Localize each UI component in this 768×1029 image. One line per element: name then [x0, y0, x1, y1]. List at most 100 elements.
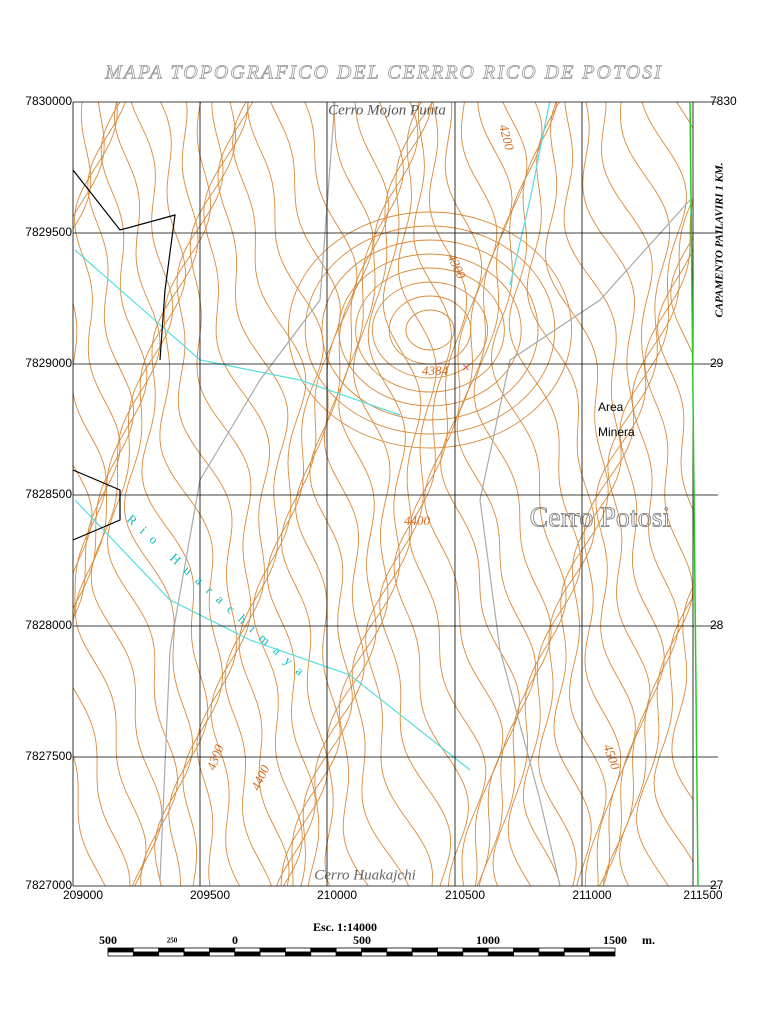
map-title: MAPA TOPOGRAFICO DEL CERRRO RICO DE POTO…	[104, 62, 663, 84]
grid-label: 7827000	[25, 878, 72, 892]
scale-segment	[183, 947, 210, 953]
scale-segment	[589, 947, 616, 953]
side-note: CAPAMENTO PAILAVIRI 1 KM.	[714, 162, 726, 317]
scale-segment	[487, 947, 515, 953]
grid-label: 210500	[445, 888, 485, 902]
scale-segment	[285, 947, 312, 953]
feature-line	[479, 199, 691, 886]
scale-label: 1000	[476, 933, 500, 947]
scale-title: Esc. 1:14000	[313, 920, 377, 934]
contour-line	[388, 295, 472, 365]
grid-label: 7828000	[25, 618, 72, 632]
scale-segment	[411, 947, 438, 953]
place-label: Area	[598, 400, 624, 414]
grid-label: 7830	[710, 94, 737, 108]
scale-segment	[437, 947, 464, 953]
boundary-line	[689, 101, 699, 887]
grid-label: 28	[710, 618, 724, 632]
scale-segment	[259, 951, 286, 957]
contour-line	[371, 281, 489, 379]
contour-label: 4400	[404, 513, 431, 528]
scale-segment	[234, 951, 261, 957]
scale-segment	[538, 947, 565, 953]
feature-line	[509, 102, 551, 286]
place-label: Cerro Huakajchi	[314, 867, 416, 883]
place-label: Minera	[598, 425, 635, 439]
grid-label: 209000	[63, 888, 103, 902]
contour-label: 4300	[445, 251, 470, 281]
scale-unit: m.	[642, 933, 655, 947]
scale-segment	[183, 951, 210, 957]
contour-line	[338, 253, 522, 407]
contour-label: 4384	[422, 363, 449, 378]
scale-segment	[335, 947, 362, 953]
scale-label: 500	[353, 933, 371, 947]
scale-segment	[107, 947, 134, 953]
contour-line	[355, 267, 505, 393]
scale-segment	[462, 947, 489, 953]
scale-segment	[563, 947, 591, 953]
scale-segment	[386, 947, 413, 953]
feature-line	[73, 469, 121, 541]
scale-label: 250	[167, 937, 178, 945]
stream-label: Rio Huarachimaya	[124, 511, 314, 684]
grid: 7830000 7829500 7829000 7828500 7828000 78275…	[25, 94, 737, 902]
grid-label: 7830000	[25, 94, 72, 108]
scale-segment	[437, 951, 464, 957]
scale-segment	[589, 951, 616, 957]
scale-segment	[563, 951, 591, 957]
grid-label: 211500	[683, 888, 722, 902]
grid-label: 27	[710, 878, 724, 892]
scale-segment	[132, 951, 160, 957]
scale-segment	[335, 951, 362, 957]
grid-label: 7829000	[25, 356, 72, 370]
scale-segment	[259, 947, 286, 953]
place-label: Cerro Mojon Punta	[328, 102, 446, 118]
scale-label: 500	[99, 933, 117, 947]
scale-segment	[538, 951, 565, 957]
scale-segment	[158, 947, 185, 953]
scale-bar: 500 250 0 500 1000 1500 m.	[99, 933, 655, 957]
scale-segment	[208, 947, 236, 953]
contour-line	[304, 225, 556, 435]
scale-segment	[411, 951, 438, 957]
scale-segment	[361, 947, 388, 953]
scale-segment	[487, 951, 515, 957]
contour-line	[670, 236, 693, 801]
place-label: Cerro Potosi	[530, 502, 671, 533]
contour-label: 4200	[496, 123, 517, 152]
grid-label: 211000	[572, 888, 611, 902]
grid-label: 210000	[317, 888, 357, 902]
scale-segment	[158, 951, 185, 957]
scale-segment	[386, 951, 413, 957]
grid-label: 7827500	[25, 749, 72, 763]
contour-line	[321, 239, 539, 421]
scale-segment	[462, 951, 489, 957]
scale-segment	[107, 951, 134, 957]
scale-segment	[234, 947, 261, 953]
contour-label: 4400	[248, 762, 273, 792]
grid-label: 7828500	[25, 487, 72, 501]
scale-segment	[132, 947, 160, 953]
feature-line	[74, 249, 401, 416]
feature-line	[73, 169, 176, 361]
scale-segment	[208, 951, 236, 957]
scale-label: 1500	[603, 933, 627, 947]
grid-label: 29	[710, 356, 724, 370]
peak-mark: ×	[462, 361, 470, 376]
scale-segment	[361, 951, 388, 957]
feature-line	[74, 499, 471, 771]
scale-segment	[513, 947, 540, 953]
scale-label: 0	[232, 933, 238, 947]
grid-label: 209500	[190, 888, 230, 902]
scale-segment	[310, 951, 337, 957]
feature-line	[159, 102, 336, 881]
grid-label: 7829500	[25, 225, 72, 239]
scale-segment	[285, 951, 312, 957]
scale-segment	[310, 947, 337, 953]
contour-line	[405, 309, 455, 351]
scale-segment	[513, 951, 540, 957]
contour-line	[287, 211, 573, 449]
